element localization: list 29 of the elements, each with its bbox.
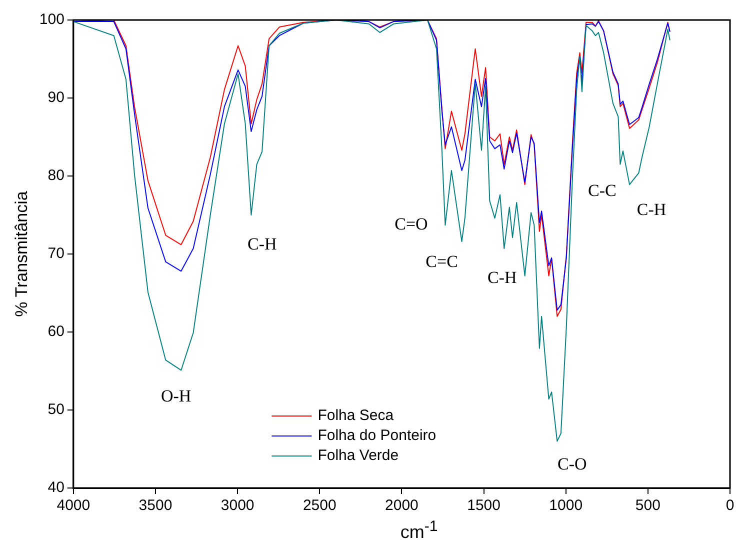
x-tick-label: 1000 bbox=[549, 497, 583, 514]
annotation: C-H bbox=[636, 200, 666, 220]
x-tick-label: 500 bbox=[635, 497, 660, 514]
y-tick-label: 100 bbox=[39, 11, 64, 28]
x-tick-label: 2000 bbox=[385, 497, 418, 514]
legend-label: Folha Verde bbox=[318, 447, 399, 464]
annotation: C-O bbox=[558, 454, 587, 474]
x-tick-label: 1500 bbox=[467, 497, 500, 514]
y-axis-title: % Transmitância bbox=[12, 190, 31, 317]
x-axis-title: cm$^{-1}$ bbox=[399, 518, 439, 543]
annotation: C=C bbox=[426, 252, 458, 271]
x-tick-label: 4000 bbox=[56, 497, 90, 514]
annotation: C-H bbox=[248, 234, 277, 254]
y-tick-label: 90 bbox=[48, 89, 64, 106]
legend-label: Folha Seca bbox=[318, 407, 394, 424]
y-tick-label: 40 bbox=[48, 479, 64, 496]
y-tick-label: 60 bbox=[48, 323, 64, 340]
annotation: C-H bbox=[488, 268, 517, 288]
y-tick-label: 80 bbox=[48, 167, 64, 184]
x-tick-label: 3000 bbox=[220, 497, 254, 514]
x-tick-label: 3500 bbox=[138, 497, 172, 514]
x-tick-label: 2500 bbox=[302, 497, 336, 514]
legend-label: Folha do Ponteiro bbox=[318, 427, 436, 444]
annotation: C=O bbox=[394, 214, 428, 234]
y-tick-label: 70 bbox=[48, 245, 64, 262]
y-tick-label: 50 bbox=[48, 401, 64, 418]
x-tick-label: 0 bbox=[726, 497, 734, 514]
annotation: C-C bbox=[588, 180, 616, 200]
annotation: O-H bbox=[160, 386, 192, 406]
